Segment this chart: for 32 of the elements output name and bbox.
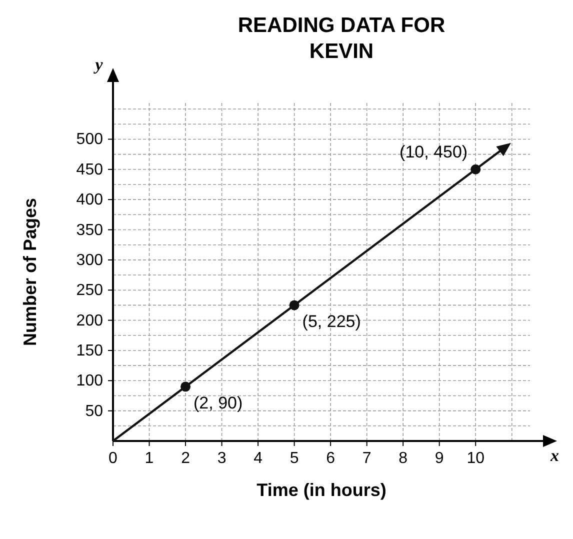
annotation: (2, 90) xyxy=(194,394,243,413)
annotation: (10, 450) xyxy=(400,142,468,162)
x-tick-label: 3 xyxy=(217,450,226,467)
y-tick-label: 250 xyxy=(76,282,104,300)
x-tick-label: 8 xyxy=(398,450,408,467)
x-tick-label: 1 xyxy=(144,450,154,467)
y-tick-label: 50 xyxy=(85,402,104,420)
x-axis-title: Time (in hours) xyxy=(256,480,386,500)
y-tick-label: 350 xyxy=(76,222,104,239)
x-tick-label: 0 xyxy=(108,450,118,467)
text: x xyxy=(550,446,560,465)
point xyxy=(289,300,300,310)
y-tick-label: 450 xyxy=(76,161,104,178)
chart-title: READING DATA FOR KEVIN xyxy=(238,14,446,63)
annotation: (5, 225) xyxy=(302,312,361,332)
x-tick-label: 5 xyxy=(290,450,299,467)
x-tick-label: 9 xyxy=(434,450,444,467)
y-tick-label: 300 xyxy=(76,252,104,269)
x-tick-label: 4 xyxy=(254,450,263,467)
y-axis-title: Number of Pages xyxy=(20,198,40,346)
x-tick-label: 6 xyxy=(326,450,336,467)
x-tick-label: 10 xyxy=(466,450,485,467)
x-tick-label: 2 xyxy=(181,450,190,467)
y-tick-label: 500 xyxy=(76,131,104,148)
x-tick-label: 7 xyxy=(362,450,372,467)
y-tick-label: 150 xyxy=(76,342,104,360)
y-tick-label: 200 xyxy=(76,312,104,330)
y-tick-label: 100 xyxy=(76,372,104,390)
text: y xyxy=(93,55,104,74)
point xyxy=(180,382,191,392)
y-tick-label: 400 xyxy=(76,192,104,209)
point xyxy=(470,164,481,174)
